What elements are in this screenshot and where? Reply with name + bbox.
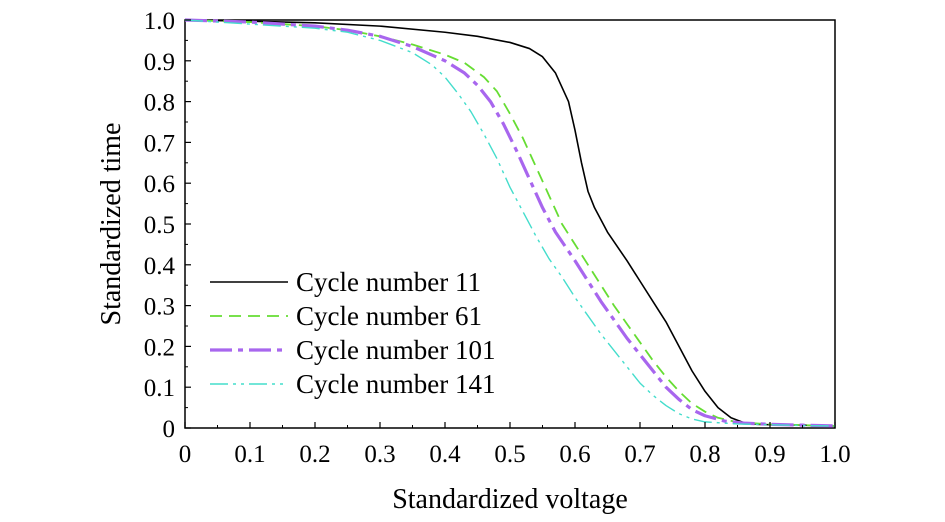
series-line-2 <box>184 19 836 427</box>
y-tick-label: 0.7 <box>144 130 175 157</box>
y-axis-title: Standardized time <box>96 123 127 326</box>
y-tick-label: 0.4 <box>144 253 176 280</box>
x-tick-label: 0.7 <box>624 441 655 468</box>
x-tick-label: 0 <box>179 441 192 468</box>
legend-label-1: Cycle number 11 <box>296 267 481 297</box>
series-lines <box>184 18 836 428</box>
y-axis-ticks: 0 0.1 0.2 0.3 0.4 0.5 0.6 0.7 0.8 0.9 1.0 <box>144 8 191 443</box>
y-tick-label: 0.2 <box>144 334 175 361</box>
x-tick-label: 0.4 <box>429 441 461 468</box>
x-tick-label: 0.8 <box>689 441 720 468</box>
x-axis-title: Standardized voltage <box>392 484 628 515</box>
series-line-1 <box>184 19 836 427</box>
x-tick-label: 0.6 <box>559 441 590 468</box>
series-line-4 <box>184 19 836 427</box>
y-tick-label: 0 <box>163 416 176 443</box>
x-tick-label: 0.9 <box>754 441 785 468</box>
legend-label-4: Cycle number 141 <box>296 369 495 399</box>
x-tick-label: 0.3 <box>364 441 395 468</box>
x-tick-label: 0.2 <box>299 441 330 468</box>
x-tick-label: 0.1 <box>234 441 265 468</box>
plot-frame <box>184 19 836 429</box>
y-tick-label: 0.3 <box>144 294 175 321</box>
y-tick-label: 0.1 <box>144 375 175 402</box>
series-line-3 <box>184 18 836 428</box>
y-tick-label: 0.5 <box>144 212 175 239</box>
legend: Cycle number 11 Cycle number 61 Cycle numb… <box>210 267 495 399</box>
y-tick-label: 0.8 <box>144 90 175 117</box>
plot-area <box>184 18 836 429</box>
legend-label-2: Cycle number 61 <box>296 301 482 331</box>
x-tick-label: 0.5 <box>494 441 525 468</box>
y-tick-label: 1.0 <box>144 8 175 35</box>
y-tick-label: 0.6 <box>144 171 175 198</box>
x-tick-label: 1.0 <box>819 441 850 468</box>
x-axis-ticks: 0 0.1 0.2 0.3 0.4 0.5 0.6 0.7 0.8 0.9 1.0 <box>179 422 851 468</box>
y-tick-label: 0.9 <box>144 49 175 76</box>
legend-label-3: Cycle number 101 <box>296 335 495 365</box>
